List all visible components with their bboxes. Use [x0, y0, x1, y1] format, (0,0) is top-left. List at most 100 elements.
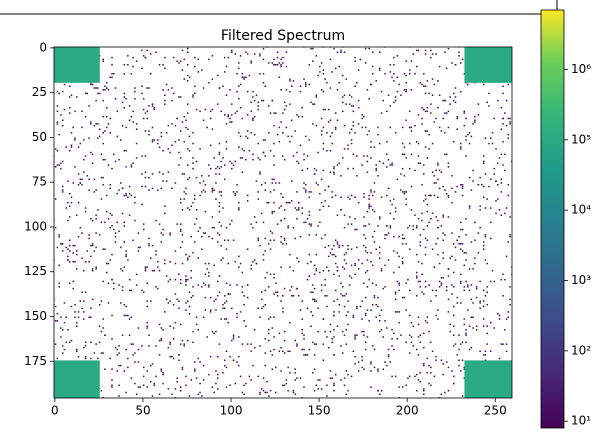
sparse-point: [268, 339, 270, 342]
sparse-point: [216, 295, 219, 297]
sparse-point: [405, 198, 407, 200]
sparse-point: [475, 325, 478, 327]
sparse-point: [174, 388, 177, 390]
sparse-point: [303, 153, 305, 156]
sparse-point: [123, 314, 126, 317]
sparse-point: [241, 72, 244, 75]
sparse-point: [290, 200, 293, 202]
sparse-point: [368, 207, 370, 209]
sparse-point: [287, 201, 289, 204]
sparse-point: [303, 187, 305, 190]
sparse-point: [211, 237, 214, 240]
sparse-point: [423, 108, 425, 111]
sparse-point: [426, 321, 429, 324]
sparse-point: [447, 110, 450, 113]
sparse-point: [148, 189, 150, 191]
sparse-point: [426, 203, 429, 206]
sparse-point: [282, 311, 284, 313]
sparse-point: [134, 196, 136, 199]
sparse-point: [98, 341, 101, 344]
sparse-point: [489, 321, 492, 324]
sparse-point: [405, 81, 407, 84]
sparse-point: [167, 171, 170, 173]
sparse-point: [363, 330, 365, 333]
sparse-point: [74, 244, 76, 247]
sparse-point: [412, 325, 414, 327]
sparse-point: [456, 128, 459, 130]
sparse-point: [225, 386, 228, 388]
sparse-point: [186, 112, 189, 114]
sparse-point: [250, 60, 252, 62]
sparse-point: [454, 259, 457, 261]
sparse-point: [151, 103, 154, 105]
sparse-point: [206, 126, 208, 129]
sparse-point: [299, 85, 302, 88]
sparse-point: [363, 234, 365, 236]
sparse-point: [141, 289, 143, 292]
sparse-point: [472, 268, 474, 270]
sparse-point: [206, 268, 208, 270]
sparse-point: [125, 253, 127, 256]
sparse-point: [313, 389, 316, 392]
sparse-point: [280, 65, 282, 68]
sparse-point: [234, 112, 237, 114]
sparse-point: [357, 259, 360, 261]
sparse-point: [223, 295, 226, 297]
sparse-point: [255, 180, 258, 182]
sparse-point: [363, 244, 365, 247]
sparse-point: [366, 252, 369, 254]
sparse-point: [220, 259, 222, 261]
sparse-point: [83, 346, 85, 349]
sparse-point: [190, 296, 193, 299]
sparse-point: [68, 282, 71, 284]
sparse-point: [410, 153, 413, 156]
sparse-point: [188, 291, 191, 293]
sparse-point: [178, 307, 180, 310]
sparse-point: [225, 248, 228, 250]
sparse-point: [220, 110, 222, 113]
sparse-point: [135, 128, 138, 130]
sparse-point: [111, 386, 113, 388]
sparse-point: [104, 130, 106, 132]
sparse-point: [357, 106, 360, 109]
sparse-point: [324, 284, 326, 286]
sparse-point: [303, 354, 305, 356]
sparse-point: [275, 112, 277, 114]
sparse-point: [470, 346, 473, 349]
sparse-point: [252, 226, 254, 229]
sparse-point: [128, 105, 131, 107]
sparse-point: [431, 171, 434, 173]
sparse-point: [375, 164, 377, 166]
sparse-point: [77, 146, 80, 148]
sparse-point: [176, 380, 178, 383]
sparse-point: [68, 96, 71, 98]
sparse-point: [202, 316, 205, 319]
sparse-point: [192, 142, 194, 145]
sparse-point: [452, 314, 455, 317]
sparse-point: [123, 92, 126, 95]
sparse-point: [431, 289, 434, 292]
sparse-point: [155, 250, 157, 252]
sparse-point: [435, 53, 437, 55]
sparse-point: [100, 300, 103, 302]
sparse-point: [174, 278, 177, 281]
sparse-point: [264, 189, 267, 191]
sparse-point: [123, 149, 126, 152]
sparse-point: [186, 207, 189, 209]
sparse-point: [361, 117, 363, 120]
sparse-point: [497, 162, 499, 165]
sparse-point: [134, 87, 136, 89]
sparse-point: [77, 173, 80, 175]
sparse-point: [342, 157, 344, 159]
sparse-point: [91, 83, 94, 86]
sparse-point: [70, 201, 73, 204]
sparse-point: [194, 223, 196, 225]
sparse-point: [347, 144, 349, 147]
sparse-point: [118, 189, 120, 191]
sparse-point: [186, 259, 189, 261]
sparse-point: [417, 323, 420, 326]
sparse-point: [153, 382, 156, 385]
sparse-point: [231, 114, 233, 116]
sparse-point: [460, 248, 462, 250]
sparse-point: [468, 325, 471, 327]
